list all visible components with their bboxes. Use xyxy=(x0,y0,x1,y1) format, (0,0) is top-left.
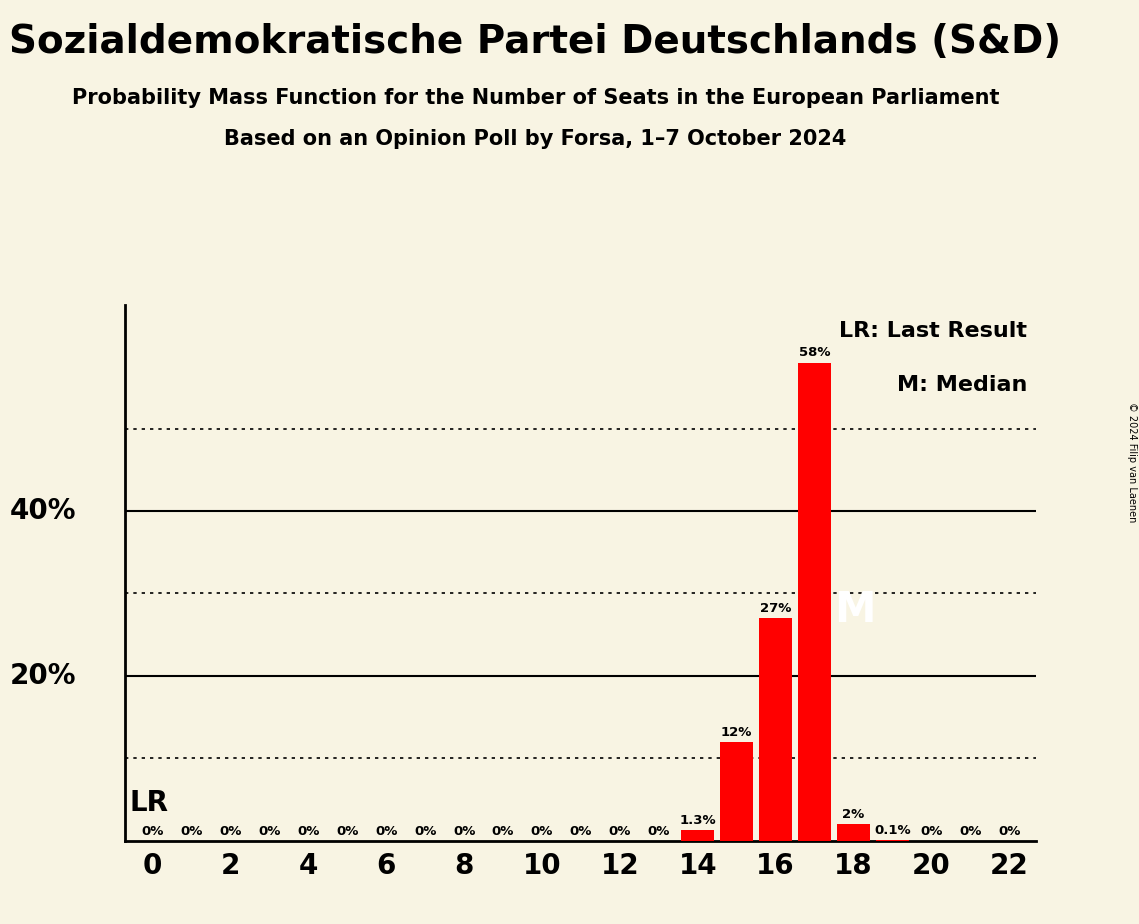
Text: 2%: 2% xyxy=(843,808,865,821)
Text: M: M xyxy=(834,589,876,631)
Text: 0%: 0% xyxy=(608,824,631,837)
Text: 0%: 0% xyxy=(959,824,982,837)
Text: 20%: 20% xyxy=(10,662,76,690)
Bar xyxy=(759,618,792,841)
Text: 27%: 27% xyxy=(760,602,792,615)
Text: 0%: 0% xyxy=(570,824,592,837)
Text: 0%: 0% xyxy=(180,824,203,837)
Text: 0%: 0% xyxy=(297,824,320,837)
Text: 0%: 0% xyxy=(375,824,398,837)
Text: Based on an Opinion Poll by Forsa, 1–7 October 2024: Based on an Opinion Poll by Forsa, 1–7 O… xyxy=(224,129,846,150)
Text: 1.3%: 1.3% xyxy=(679,814,716,827)
Text: 0%: 0% xyxy=(453,824,475,837)
Text: 0%: 0% xyxy=(336,824,359,837)
Bar xyxy=(681,830,714,841)
Text: 0%: 0% xyxy=(141,824,164,837)
Text: Sozialdemokratische Partei Deutschlands (S&D): Sozialdemokratische Partei Deutschlands … xyxy=(9,23,1062,61)
Text: M: Median: M: Median xyxy=(898,374,1027,395)
Text: 40%: 40% xyxy=(10,497,76,525)
Text: 0%: 0% xyxy=(531,824,554,837)
Text: 0%: 0% xyxy=(648,824,670,837)
Text: 0.1%: 0.1% xyxy=(874,823,911,837)
Text: 0%: 0% xyxy=(259,824,280,837)
Text: 0%: 0% xyxy=(413,824,436,837)
Bar xyxy=(720,742,753,841)
Text: LR: Last Result: LR: Last Result xyxy=(839,321,1027,341)
Text: 0%: 0% xyxy=(920,824,943,837)
Text: 12%: 12% xyxy=(721,725,753,738)
Text: LR: LR xyxy=(130,789,169,818)
Text: 0%: 0% xyxy=(998,824,1021,837)
Text: Probability Mass Function for the Number of Seats in the European Parliament: Probability Mass Function for the Number… xyxy=(72,88,999,108)
Text: 0%: 0% xyxy=(219,824,241,837)
Bar xyxy=(837,824,870,841)
Text: 58%: 58% xyxy=(798,346,830,359)
Text: 0%: 0% xyxy=(492,824,514,837)
Bar xyxy=(798,362,831,841)
Text: © 2024 Filip van Laenen: © 2024 Filip van Laenen xyxy=(1126,402,1137,522)
